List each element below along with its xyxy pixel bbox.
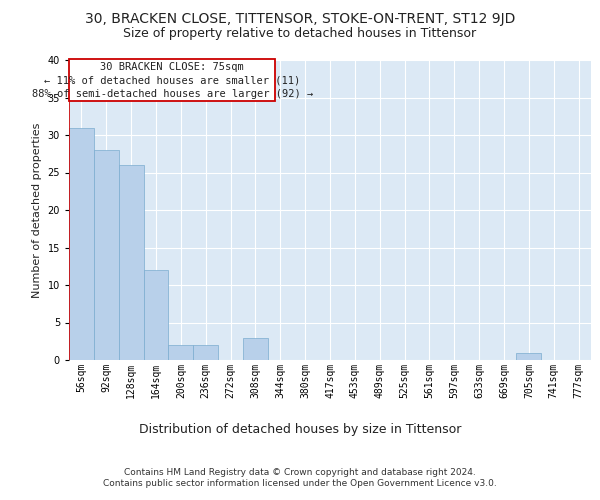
Text: Size of property relative to detached houses in Tittensor: Size of property relative to detached ho… xyxy=(124,28,476,40)
Bar xyxy=(193,345,218,360)
Bar xyxy=(143,270,169,360)
Text: ← 11% of detached houses are smaller (11): ← 11% of detached houses are smaller (11… xyxy=(44,76,300,86)
Y-axis label: Number of detached properties: Number of detached properties xyxy=(32,122,42,298)
Text: 30 BRACKEN CLOSE: 75sqm: 30 BRACKEN CLOSE: 75sqm xyxy=(100,62,244,72)
FancyBboxPatch shape xyxy=(69,58,275,101)
Bar xyxy=(243,338,268,360)
Bar xyxy=(69,128,94,360)
Text: Contains HM Land Registry data © Crown copyright and database right 2024.
Contai: Contains HM Land Registry data © Crown c… xyxy=(103,468,497,487)
Text: 88% of semi-detached houses are larger (92) →: 88% of semi-detached houses are larger (… xyxy=(32,89,313,99)
Bar xyxy=(94,150,119,360)
Text: 30, BRACKEN CLOSE, TITTENSOR, STOKE-ON-TRENT, ST12 9JD: 30, BRACKEN CLOSE, TITTENSOR, STOKE-ON-T… xyxy=(85,12,515,26)
Bar xyxy=(119,165,143,360)
Bar xyxy=(517,352,541,360)
Text: Distribution of detached houses by size in Tittensor: Distribution of detached houses by size … xyxy=(139,422,461,436)
Bar xyxy=(169,345,193,360)
